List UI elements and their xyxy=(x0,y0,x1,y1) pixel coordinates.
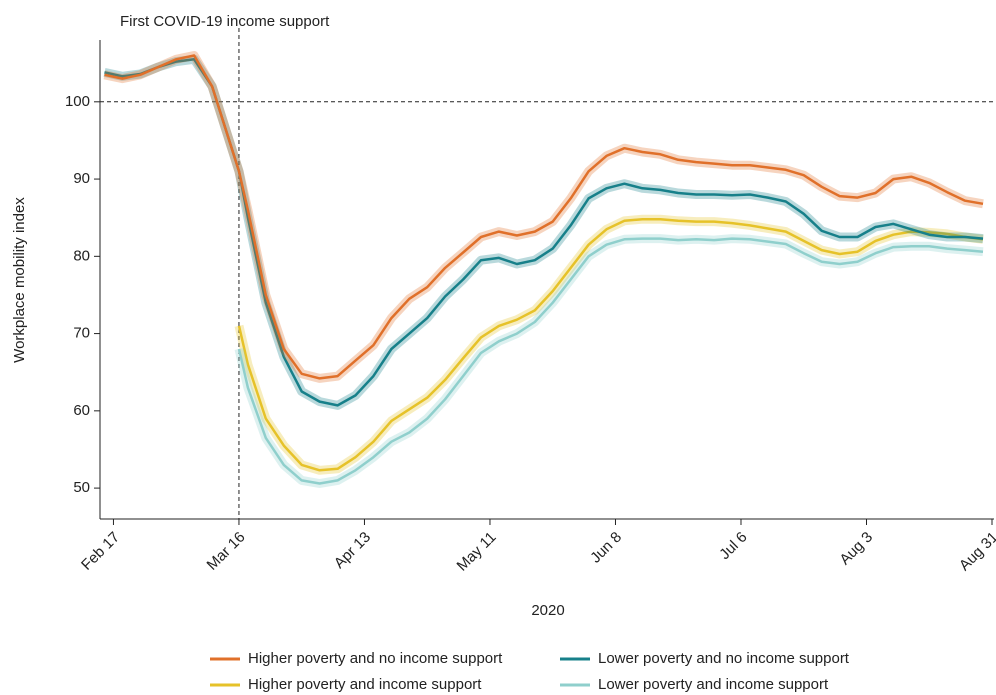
x-tick-label: May 11 xyxy=(454,529,500,575)
x-tick-label: Jul 6 xyxy=(716,529,750,563)
y-axis-label: Workplace mobility index xyxy=(11,197,28,363)
legend-label: Higher poverty and income support xyxy=(248,676,482,693)
legend-label: Higher poverty and no income support xyxy=(248,650,503,667)
legend-label: Lower poverty and income support xyxy=(598,676,829,693)
y-tick-label: 50 xyxy=(73,479,90,496)
x-tick-label: Mar 16 xyxy=(204,529,249,574)
y-tick-label: 60 xyxy=(73,402,90,419)
y-tick-label: 70 xyxy=(73,325,90,342)
series-line xyxy=(237,217,984,472)
x-tick-label: Aug 3 xyxy=(836,529,876,569)
x-tick-label: Jun 8 xyxy=(587,529,625,567)
x-axis-label: 2020 xyxy=(531,602,564,619)
series-line xyxy=(104,58,984,407)
x-tick-label: Apr 13 xyxy=(331,529,374,572)
x-tick-label: Feb 17 xyxy=(78,529,123,574)
y-tick-label: 100 xyxy=(65,93,90,110)
y-tick-label: 90 xyxy=(73,170,90,187)
legend-label: Lower poverty and no income support xyxy=(598,650,850,667)
series-line xyxy=(237,237,984,485)
y-tick-label: 80 xyxy=(73,247,90,264)
x-tick-label: Aug 31 xyxy=(956,529,996,575)
annotation: First COVID-19 income support xyxy=(120,13,330,30)
series-line xyxy=(104,54,984,380)
